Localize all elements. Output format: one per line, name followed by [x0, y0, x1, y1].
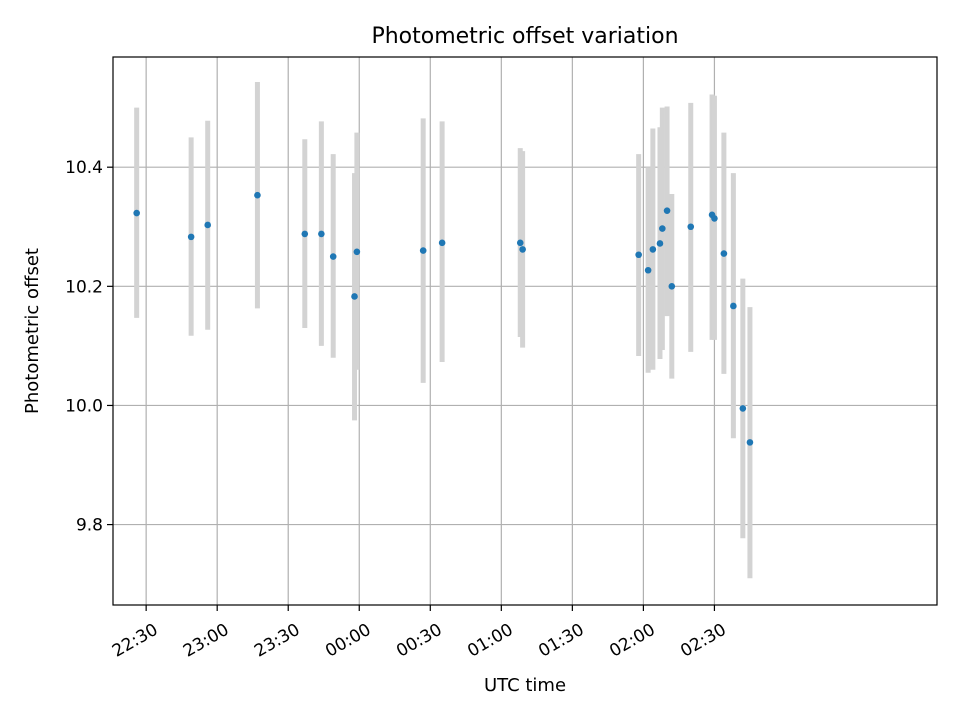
y-tick-label: 10.4 [65, 158, 103, 178]
plot-frame [112, 56, 938, 606]
x-axis-label: UTC time [484, 675, 566, 696]
data-point [187, 233, 195, 241]
data-point [133, 209, 140, 217]
data-point [730, 302, 737, 310]
x-tick-label: 00:30 [393, 620, 445, 662]
data-point [419, 247, 427, 254]
data-point [353, 248, 361, 256]
data-point [329, 253, 337, 260]
data-point [318, 230, 325, 238]
data-point [720, 250, 728, 257]
x-axis-ticks: 22:30 23:00 23:30 00:00 00:30 01:00 01:30 02:00… [109, 605, 730, 662]
y-axis-ticks: 9.8 10.0 10.2 10.4 [65, 158, 113, 536]
data-point [519, 246, 526, 253]
error-bars [134, 82, 753, 579]
data-point [301, 230, 309, 238]
y-tick-label: 9.8 [76, 516, 103, 536]
data-point [711, 215, 718, 222]
x-tick-label: 00:00 [322, 620, 374, 662]
x-tick-label: 23:30 [251, 620, 303, 662]
chart-title: Photometric offset variation [371, 24, 678, 49]
data-point [649, 246, 657, 253]
data-point [438, 239, 446, 247]
x-tick-label: 01:00 [464, 620, 516, 662]
data-point [254, 191, 261, 199]
data-point [656, 240, 664, 247]
x-tick-label: 23:00 [180, 620, 232, 662]
x-tick-label: 01:30 [535, 620, 587, 662]
x-tick-label: 02:00 [606, 620, 658, 662]
data-point [644, 266, 652, 274]
x-tick-label: 02:30 [677, 620, 729, 662]
data-points [133, 191, 754, 446]
data-point [739, 405, 747, 412]
y-tick-label: 10.0 [65, 396, 103, 416]
x-tick-label: 22:30 [109, 620, 161, 662]
data-point [746, 439, 754, 446]
data-point [668, 283, 676, 290]
y-axis-label: Photometric offset [22, 248, 43, 414]
data-point [663, 207, 671, 214]
data-point [635, 251, 642, 259]
data-point [351, 293, 358, 300]
data-point [659, 225, 666, 232]
data-point [687, 223, 695, 231]
data-point [204, 221, 212, 229]
y-tick-label: 10.2 [65, 277, 103, 297]
data-point [516, 239, 524, 247]
